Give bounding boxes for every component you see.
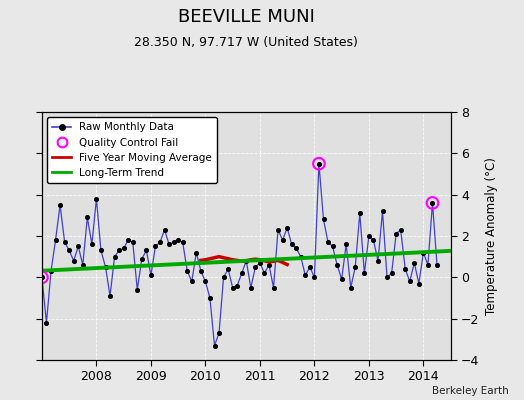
Point <box>206 295 214 301</box>
Point <box>292 245 300 252</box>
Point <box>128 239 137 246</box>
Point <box>346 284 355 291</box>
Point <box>101 264 110 270</box>
Point <box>378 208 387 214</box>
Point <box>365 233 373 239</box>
Point <box>38 274 46 280</box>
Point <box>351 264 359 270</box>
Point <box>269 284 278 291</box>
Point <box>297 254 305 260</box>
Point <box>406 278 414 285</box>
Text: Berkeley Earth: Berkeley Earth <box>432 386 508 396</box>
Point <box>201 278 210 285</box>
Point <box>88 241 96 248</box>
Point <box>374 258 382 264</box>
Point <box>138 256 146 262</box>
Point <box>315 160 323 167</box>
Point <box>228 284 237 291</box>
Point <box>387 270 396 276</box>
Point <box>220 274 228 280</box>
Point <box>83 214 92 221</box>
Point <box>119 245 128 252</box>
Point <box>265 262 273 268</box>
Legend: Raw Monthly Data, Quality Control Fail, Five Year Moving Average, Long-Term Tren: Raw Monthly Data, Quality Control Fail, … <box>47 117 217 183</box>
Point <box>51 237 60 243</box>
Point <box>160 226 169 233</box>
Point <box>47 268 55 274</box>
Point <box>383 274 391 280</box>
Point <box>256 260 264 266</box>
Point <box>324 239 332 246</box>
Point <box>74 243 82 250</box>
Point <box>433 262 441 268</box>
Point <box>424 262 432 268</box>
Point <box>274 226 282 233</box>
Point <box>342 241 351 248</box>
Point <box>237 270 246 276</box>
Point <box>397 226 405 233</box>
Point <box>414 280 423 287</box>
Point <box>97 247 105 254</box>
Point <box>319 216 328 223</box>
Point <box>215 330 223 336</box>
Point <box>210 342 219 349</box>
Point <box>38 274 46 280</box>
Point <box>224 266 232 272</box>
Point <box>242 258 250 264</box>
Point <box>315 160 323 167</box>
Point <box>410 260 419 266</box>
Point <box>288 241 296 248</box>
Point <box>305 264 314 270</box>
Point <box>392 231 400 237</box>
Point <box>428 200 436 206</box>
Point <box>115 247 123 254</box>
Point <box>301 272 310 278</box>
Point <box>188 278 196 285</box>
Point <box>165 241 173 248</box>
Point <box>147 272 155 278</box>
Point <box>337 276 346 282</box>
Point <box>360 270 368 276</box>
Point <box>260 270 269 276</box>
Point <box>124 237 133 243</box>
Point <box>179 239 187 246</box>
Point <box>419 249 428 256</box>
Text: BEEVILLE MUNI: BEEVILLE MUNI <box>178 8 315 26</box>
Point <box>233 282 242 289</box>
Point <box>196 268 205 274</box>
Point <box>92 196 101 202</box>
Point <box>310 274 319 280</box>
Point <box>156 239 164 246</box>
Text: 28.350 N, 97.717 W (United States): 28.350 N, 97.717 W (United States) <box>134 36 358 49</box>
Point <box>183 268 191 274</box>
Y-axis label: Temperature Anomaly (°C): Temperature Anomaly (°C) <box>485 157 498 315</box>
Point <box>111 254 119 260</box>
Point <box>333 262 341 268</box>
Point <box>169 239 178 246</box>
Point <box>174 237 182 243</box>
Point <box>56 202 64 208</box>
Point <box>428 200 436 206</box>
Point <box>142 247 150 254</box>
Point <box>329 243 337 250</box>
Point <box>247 284 255 291</box>
Point <box>192 249 201 256</box>
Point <box>369 237 378 243</box>
Point <box>60 239 69 246</box>
Point <box>151 243 160 250</box>
Point <box>278 237 287 243</box>
Point <box>106 293 114 299</box>
Point <box>70 258 78 264</box>
Point <box>133 286 141 293</box>
Point <box>251 264 259 270</box>
Point <box>79 262 87 268</box>
Point <box>65 247 73 254</box>
Point <box>356 210 364 216</box>
Point <box>401 266 409 272</box>
Point <box>283 224 291 231</box>
Point <box>42 320 51 326</box>
